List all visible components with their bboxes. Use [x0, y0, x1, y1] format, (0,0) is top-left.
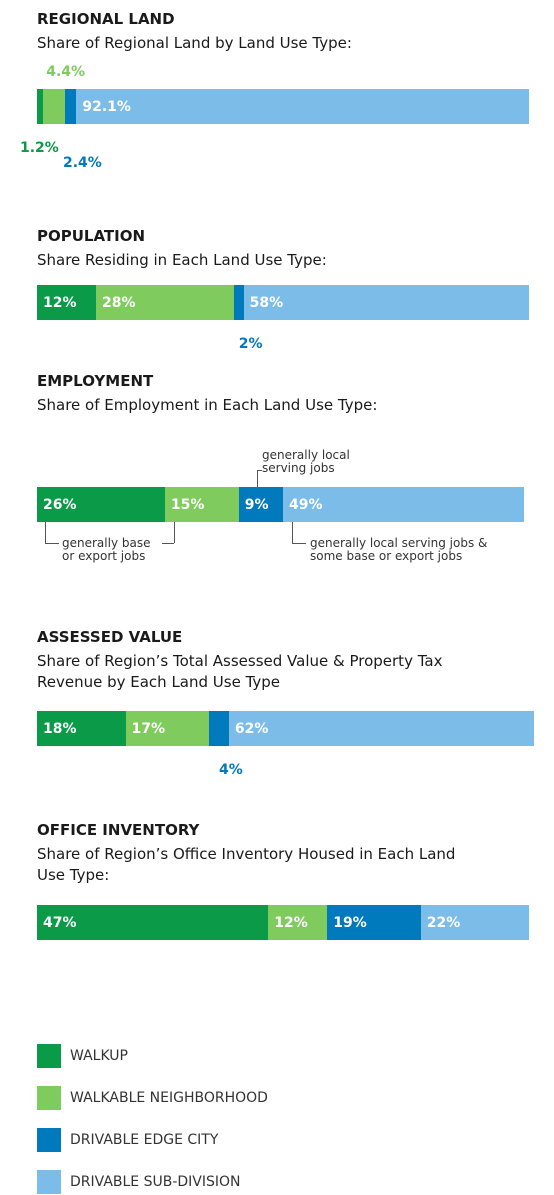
legend-label: DRIVABLE EDGE CITY [70, 1132, 219, 1148]
chart-subtitle: Share Residing in Each Land Use Type: [37, 251, 327, 269]
chart-title: EMPLOYMENT [37, 372, 154, 390]
bar-segment [327, 905, 421, 940]
value-label: 1.2% [20, 140, 59, 156]
value-label: 4% [219, 762, 243, 778]
value-label: 12% [274, 915, 308, 931]
value-label: 4.4% [46, 64, 86, 80]
bar-segment [37, 89, 43, 124]
bar-segment [209, 711, 229, 746]
bracket [257, 470, 258, 487]
chart-title: POPULATION [37, 227, 146, 245]
bar-segment [37, 487, 165, 522]
annotation: generally local serving jobs & some base… [310, 536, 488, 563]
value-label: 18% [43, 721, 77, 737]
value-label: 49% [289, 497, 323, 513]
value-label: 92.1% [82, 99, 131, 115]
value-label: 12% [43, 295, 77, 311]
value-label: 2.4% [62, 155, 102, 171]
bar-segment [233, 285, 244, 320]
chart-title: ASSESSED VALUE [37, 628, 183, 646]
bar-segment [283, 487, 525, 522]
bar-segment [243, 285, 529, 320]
value-label: 26% [43, 497, 77, 513]
bar-segment [125, 711, 210, 746]
legend-label: DRIVABLE SUB-DIVISION [70, 1174, 241, 1190]
chart-title: OFFICE INVENTORY [37, 821, 200, 839]
chart-title: REGIONAL LAND [37, 10, 175, 28]
legend-label: WALKUP [70, 1048, 128, 1064]
chart-subtitle: Share of Regional Land by Land Use Type: [37, 34, 352, 52]
bar-segment [164, 487, 239, 522]
bar-segment [420, 905, 529, 940]
legend-swatch [37, 1044, 61, 1068]
bracket [292, 522, 293, 543]
bracket [45, 522, 46, 543]
bar-segment [42, 89, 65, 124]
value-label: 22% [426, 915, 461, 931]
bar-segment [37, 905, 269, 940]
value-label: 9% [244, 497, 269, 513]
bar-segment [228, 711, 534, 746]
chart-subtitle: Share of Employment in Each Land Use Typ… [37, 396, 378, 414]
legend-swatch [37, 1170, 61, 1194]
bracket [162, 543, 174, 544]
bar-segment [37, 711, 126, 746]
value-label: 2% [238, 336, 263, 352]
bar-segment [64, 89, 77, 124]
chart-subtitle: Share of Region’s Total Assessed Value &… [37, 652, 443, 691]
bar-segment [238, 487, 283, 522]
value-label: 62% [234, 721, 269, 737]
value-label: 58% [249, 295, 284, 311]
annotation: generally local serving jobs [262, 448, 350, 475]
bracket [174, 522, 175, 543]
chart-subtitle: Share of Region’s Office Inventory House… [37, 845, 456, 884]
bar-segment [96, 285, 234, 320]
legend-label: WALKABLE NEIGHBORHOOD [70, 1090, 268, 1106]
value-label: 47% [43, 915, 77, 931]
legend-swatch [37, 1086, 61, 1110]
bracket [257, 470, 262, 471]
value-label: 15% [170, 497, 205, 513]
bar-segment [268, 905, 328, 940]
annotation: generally base or export jobs [62, 536, 151, 563]
value-label: 28% [102, 295, 136, 311]
legend-swatch [37, 1128, 61, 1152]
bar-segment [37, 285, 97, 320]
value-label: 17% [131, 721, 166, 737]
value-label: 19% [333, 915, 367, 931]
bar-segment [76, 89, 530, 124]
bracket [45, 543, 59, 544]
bracket [292, 543, 306, 544]
